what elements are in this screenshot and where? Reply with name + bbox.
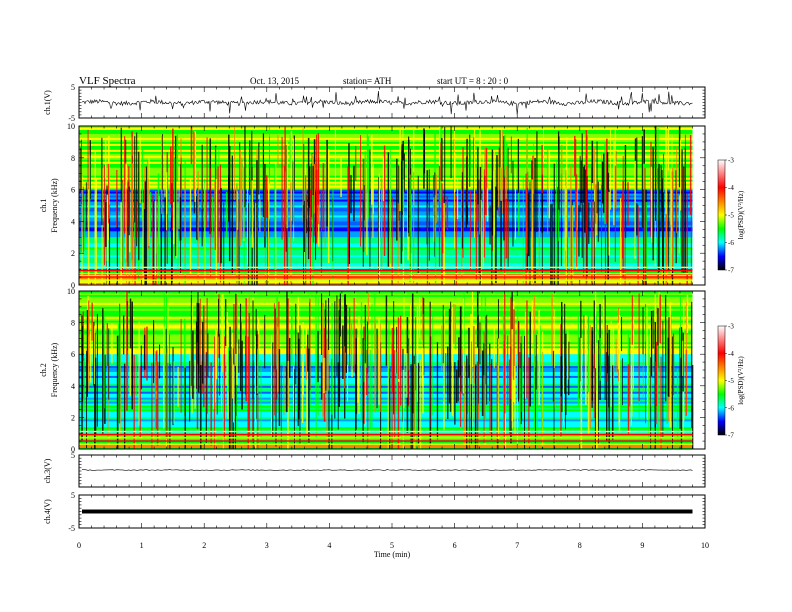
ch3-ytick-5: 5 bbox=[71, 451, 75, 460]
x-tick-5: 5 bbox=[390, 541, 394, 550]
figure-title: VLF Spectra bbox=[79, 75, 136, 87]
sp2-channel-label: ch.2 bbox=[39, 363, 48, 377]
colorbar-1-tick-1: -4 bbox=[728, 184, 734, 192]
sp1-frequency-label: Frequency (kHz) bbox=[50, 178, 59, 233]
start-time-label: start UT = 8 : 20 : 0 bbox=[437, 76, 509, 86]
x-tick-6: 6 bbox=[453, 541, 457, 550]
colorbar-2-label: log(PSD)(V²/Hz) bbox=[737, 356, 745, 405]
sp1-channel-label: ch.1 bbox=[39, 199, 48, 213]
sp1-ytick-0: 0 bbox=[71, 281, 75, 290]
ch3-waveform-panel: 5 ch.3(V) bbox=[43, 451, 706, 488]
sp2-ytick-8: 8 bbox=[71, 319, 75, 328]
ch1-ytick-5: 5 bbox=[71, 83, 75, 92]
x-tick-9: 9 bbox=[640, 541, 644, 550]
sp2-ytick-10: 10 bbox=[67, 287, 75, 296]
x-tick-2: 2 bbox=[202, 541, 206, 550]
ch1-ylabel: ch.1(V) bbox=[43, 90, 52, 115]
ch3-ylabel: ch.3(V) bbox=[43, 458, 52, 483]
ch4-ytick-neg5: -5 bbox=[68, 524, 75, 533]
sp1-spectrogram-image bbox=[79, 126, 693, 286]
ch2-spectrogram-panel: 0 2 4 6 8 10 ch.2 Frequency (kHz) bbox=[39, 287, 706, 454]
colorbar-1-label: log(PSD)(V²/Hz) bbox=[737, 190, 745, 239]
time-axis: Time (min) 0 1 2 3 4 5 6 7 8 9 10 bbox=[77, 541, 709, 559]
sp2-frequency-label: Frequency (kHz) bbox=[50, 342, 59, 397]
ch1-spectrogram-panel: 0 2 4 6 8 10 ch.1 Frequency (kHz) bbox=[39, 122, 706, 290]
sp1-ytick-10: 10 bbox=[67, 122, 75, 131]
x-tick-8: 8 bbox=[578, 541, 582, 550]
x-tick-0: 0 bbox=[77, 541, 81, 550]
sp2-ytick-2: 2 bbox=[71, 413, 75, 422]
sp2-spectrogram-image bbox=[79, 291, 694, 450]
colorbar-2-tick-1: -4 bbox=[728, 350, 734, 358]
colorbar-1-tick-2: -5 bbox=[728, 212, 734, 220]
colorbar-1-tick-4: -7 bbox=[728, 267, 734, 275]
ch4-ytick-5: 5 bbox=[71, 491, 75, 500]
station-label: station= ATH bbox=[343, 76, 392, 86]
x-tick-1: 1 bbox=[140, 541, 144, 550]
sp1-ytick-6: 6 bbox=[71, 186, 75, 195]
ch2-colorbar: -3 -4 -5 -6 -7 log(PSD)(V²/Hz) bbox=[717, 323, 745, 440]
colorbar-1-scale bbox=[717, 159, 726, 271]
x-tick-10: 10 bbox=[701, 541, 709, 550]
sp1-ytick-8: 8 bbox=[71, 154, 75, 163]
ch1-waveform-trace bbox=[82, 90, 693, 115]
ch4-waveform-trace bbox=[82, 509, 693, 514]
ch4-waveform-panel: 5 -5 ch.4(V) bbox=[43, 491, 706, 533]
x-tick-3: 3 bbox=[265, 541, 269, 550]
colorbar-2-tick-4: -7 bbox=[728, 432, 734, 440]
ch1-ytick-neg5: -5 bbox=[68, 114, 75, 123]
colorbar-2-tick-2: -5 bbox=[728, 377, 734, 385]
sp2-ytick-4: 4 bbox=[71, 382, 75, 391]
sp2-ytick-6: 6 bbox=[71, 350, 75, 359]
ch1-colorbar: -3 -4 -5 -6 -7 log(PSD)(V²/Hz) bbox=[717, 157, 745, 275]
x-axis-label: Time (min) bbox=[374, 550, 411, 559]
sp1-ytick-2: 2 bbox=[71, 249, 75, 258]
ch1-waveform-panel: 5 -5 ch.1(V) bbox=[43, 83, 706, 123]
x-tick-4: 4 bbox=[327, 541, 331, 550]
colorbar-1-tick-3: -6 bbox=[728, 239, 734, 247]
x-tick-7: 7 bbox=[515, 541, 519, 550]
date-label: Oct. 13, 2015 bbox=[250, 76, 299, 86]
colorbar-2-tick-0: -3 bbox=[728, 323, 734, 331]
colorbar-2-tick-3: -6 bbox=[728, 404, 734, 412]
ch4-ylabel: ch.4(V) bbox=[43, 499, 52, 524]
sp1-ytick-4: 4 bbox=[71, 217, 75, 226]
ch3-waveform-trace bbox=[82, 469, 693, 471]
colorbar-2-scale bbox=[717, 325, 726, 436]
colorbar-1-tick-0: -3 bbox=[728, 157, 734, 165]
sp2-ytick-0: 0 bbox=[71, 445, 75, 454]
